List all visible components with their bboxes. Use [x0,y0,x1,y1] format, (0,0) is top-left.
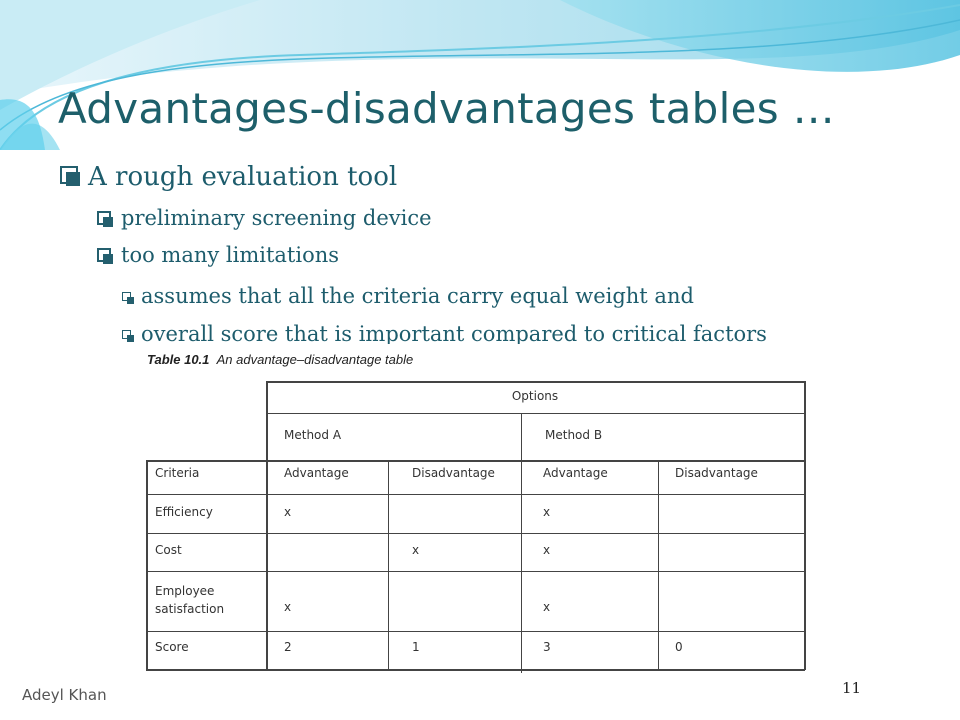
column-header: Disadvantage [675,466,758,480]
method-a-header: Method A [284,428,342,442]
table-caption-label: Table 10.1 [147,352,210,367]
table-cell: x [543,505,551,519]
bullet-level3: assumes that all the criteria carry equa… [122,284,694,308]
table-rule [146,571,805,572]
column-header: Disadvantage [412,466,495,480]
bullet-text: A rough evaluation tool [88,162,398,192]
column-header: Criteria [155,466,200,480]
checkbox-bullet-icon [122,292,134,304]
column-header: Advantage [543,466,608,480]
table-cell: 3 [543,640,551,654]
table-caption: Table 10.1 An advantage–disadvantage tab… [147,352,413,367]
table-cell: Employee satisfaction [155,582,224,618]
header-wave-graphic [0,0,960,150]
table-rule [658,460,659,670]
table-rule [521,413,522,673]
row-label-line: Employee [155,584,215,598]
options-header: Options [511,389,559,403]
table-cell: 1 [412,640,420,654]
table-rule [146,460,805,462]
table-cell: x [543,543,551,557]
table-rule [388,460,389,670]
table-cell: Score [155,640,189,654]
table-cell: 0 [675,640,683,654]
table-cell: Efficiency [155,505,213,519]
table-rule [804,381,806,670]
checkbox-bullet-icon [97,210,113,227]
table-cell: x [412,543,420,557]
bullet-level2: too many limitations [97,243,339,267]
page-number: 11 [842,679,862,697]
checkbox-bullet-icon [97,247,113,264]
table-rule [266,381,805,383]
bullet-text: preliminary screening device [121,206,432,230]
bullet-text: overall score that is important compared… [141,322,767,346]
table-rule [146,460,148,670]
bullet-level3: overall score that is important compared… [122,322,767,346]
table-rule [266,381,268,670]
table-cell: 2 [284,640,292,654]
bullet-level2: preliminary screening device [97,206,432,230]
table-cell: x [284,505,292,519]
slide-title: Advantages-disadvantages tables … [58,84,835,133]
table-rule [146,494,805,495]
table-rule [266,413,805,414]
table-cell: Cost [155,543,182,557]
bullet-text: assumes that all the criteria carry equa… [141,284,694,308]
table-rule [146,669,805,671]
method-b-header: Method B [545,428,603,442]
row-label-line: satisfaction [155,602,225,616]
column-header: Advantage [284,466,349,480]
table-image-area [146,344,816,674]
table-cell: x [543,600,551,614]
table-rule [146,533,805,534]
bullet-text: too many limitations [121,243,340,267]
table-cell: x [284,600,292,614]
checkbox-bullet-icon [122,330,134,342]
table-rule [146,631,805,632]
checkbox-bullet-icon [60,166,80,186]
footer-author: Adeyl Khan [22,686,107,704]
bullet-level1: A rough evaluation tool [60,162,397,192]
table-caption-text: An advantage–disadvantage table [216,352,414,367]
